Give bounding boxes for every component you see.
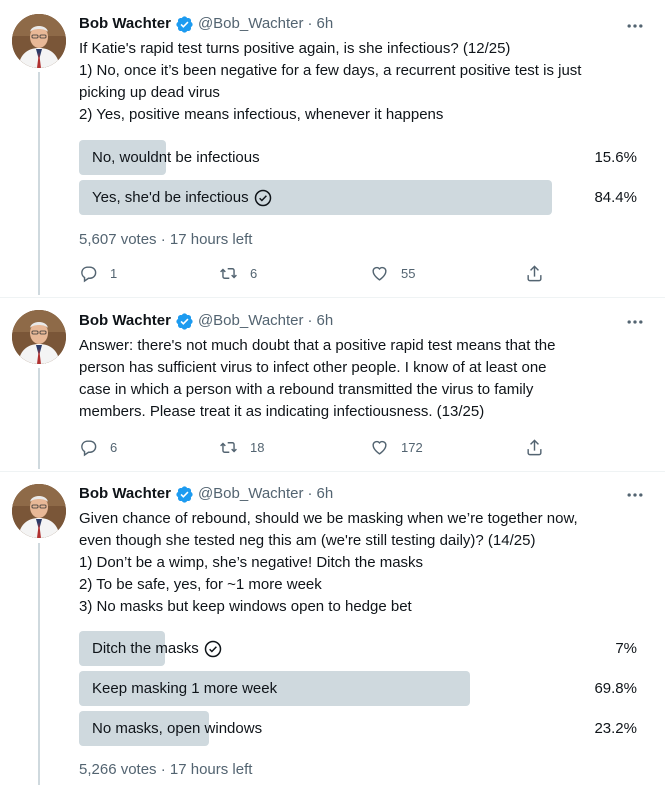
like-button[interactable]: 55 (370, 264, 415, 283)
poll-option-label: Keep masking 1 more week (92, 680, 278, 697)
check-circle-icon (254, 189, 271, 206)
poll-option-label: Yes, she'd be infectious (92, 180, 272, 215)
check-circle-icon (204, 640, 221, 657)
poll-percentage: 15.6% (594, 149, 637, 166)
thread-line (38, 72, 40, 295)
poll-percentage: 84.4% (594, 189, 637, 206)
share-button[interactable] (525, 264, 556, 283)
tweet-actions: 1 6 55 (79, 264, 549, 284)
reply-icon (81, 266, 97, 283)
timestamp[interactable]: 6h (316, 485, 334, 502)
avatar[interactable] (12, 14, 66, 68)
poll-percentage: 69.8% (594, 680, 637, 697)
retweet-button[interactable]: 18 (219, 438, 264, 457)
poll-bar (79, 180, 552, 215)
poll-percentage: 7% (615, 640, 637, 657)
poll-option: No masks, open windows 23.2% (79, 711, 639, 746)
poll-option: Keep masking 1 more week 69.8% (79, 671, 639, 706)
timestamp[interactable]: 6h (316, 15, 334, 32)
more-options-icon[interactable] (625, 16, 645, 36)
heart-icon (372, 440, 387, 455)
author-name[interactable]: Bob Wachter (79, 312, 171, 329)
tweet-text: If Katie's rapid test turns positive aga… (79, 40, 582, 123)
author-name[interactable]: Bob Wachter (79, 485, 171, 502)
verified-badge-icon (176, 15, 193, 33)
poll-bar (79, 631, 165, 666)
share-icon (527, 265, 542, 282)
reply-button[interactable]: 1 (79, 264, 117, 283)
author-handle[interactable]: @Bob_Wachter (197, 485, 304, 502)
tweet-header: Bob Wachter @Bob_Wachter · 6h (79, 485, 334, 503)
tweet-actions: 6 18 172 (79, 438, 549, 458)
tweet-text: Given chance of rebound, should we be ma… (79, 510, 578, 615)
poll-option-label: No, wouldnt be infectious (92, 149, 260, 166)
poll-option-label: No masks, open windows (92, 720, 263, 737)
author-handle[interactable]: @Bob_Wachter (197, 312, 304, 329)
like-count: 55 (401, 266, 416, 281)
tweet-header: Bob Wachter @Bob_Wachter · 6h (79, 15, 334, 33)
author-name[interactable]: Bob Wachter (79, 15, 171, 32)
more-options-icon[interactable] (625, 485, 645, 505)
share-icon (527, 439, 542, 456)
avatar[interactable] (12, 310, 66, 364)
poll-summary: 5,607 votes · 17 hours left (79, 231, 253, 248)
poll-option-label: Ditch the masks (92, 631, 222, 666)
reply-count: 6 (110, 440, 118, 455)
share-button[interactable] (525, 438, 556, 457)
like-count: 172 (401, 440, 423, 455)
poll-bar (79, 671, 470, 706)
poll-bar (79, 140, 166, 175)
poll-percentage: 23.2% (594, 720, 637, 737)
retweet-icon (220, 442, 237, 453)
poll-option: Yes, she'd be infectious 84.4% (79, 180, 639, 215)
reply-icon (81, 440, 97, 457)
retweet-count: 6 (250, 266, 258, 281)
reply-count: 1 (110, 266, 118, 281)
thread-line (38, 368, 40, 469)
avatar[interactable] (12, 484, 66, 538)
retweet-icon (220, 268, 237, 279)
poll-option: No, wouldnt be infectious 15.6% (79, 140, 639, 175)
verified-badge-icon (176, 312, 193, 330)
retweet-button[interactable]: 6 (219, 264, 257, 283)
thread-line (38, 543, 40, 785)
verified-badge-icon (176, 485, 193, 503)
divider (0, 297, 665, 298)
tweet-header: Bob Wachter @Bob_Wachter · 6h (79, 312, 334, 330)
tweet-text: Answer: there's not much doubt that a po… (79, 337, 556, 420)
author-handle[interactable]: @Bob_Wachter (197, 15, 304, 32)
more-options-icon[interactable] (625, 312, 645, 332)
like-button[interactable]: 172 (370, 438, 423, 457)
divider (0, 471, 665, 472)
poll-summary: 5,266 votes · 17 hours left (79, 761, 253, 778)
heart-icon (372, 266, 387, 281)
poll-bar (79, 711, 209, 746)
poll-option: Ditch the masks 7% (79, 631, 639, 666)
timestamp[interactable]: 6h (316, 312, 334, 329)
reply-button[interactable]: 6 (79, 438, 117, 457)
retweet-count: 18 (250, 440, 265, 455)
